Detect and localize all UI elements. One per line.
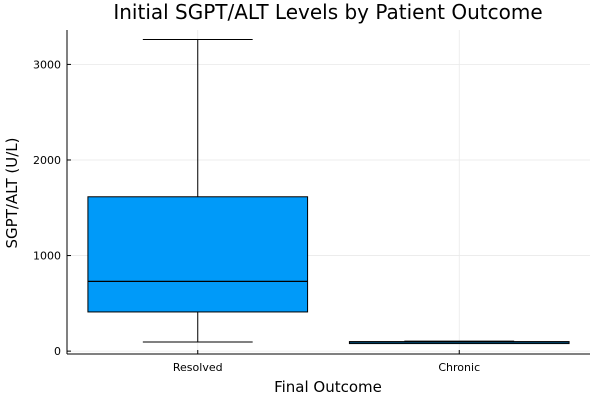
y-tick-label: 3000 <box>33 58 61 71</box>
box-layer <box>87 39 570 345</box>
chart-title: Initial SGPT/ALT Levels by Patient Outco… <box>113 0 542 24</box>
y-tick-label: 1000 <box>33 250 61 263</box>
box-iqr <box>87 196 309 313</box>
y-axis-title: SGPT/ALT (U/L) <box>3 138 21 249</box>
x-axis-title: Final Outcome <box>274 378 382 396</box>
tick-layer: 0 1000 2000 3000 Resolved Chronic <box>33 58 480 374</box>
y-tick-label: 2000 <box>33 154 61 167</box>
x-tick-label: Chronic <box>438 361 480 374</box>
x-tick-label: Resolved <box>173 361 223 374</box>
y-tick-label: 0 <box>54 345 61 358</box>
